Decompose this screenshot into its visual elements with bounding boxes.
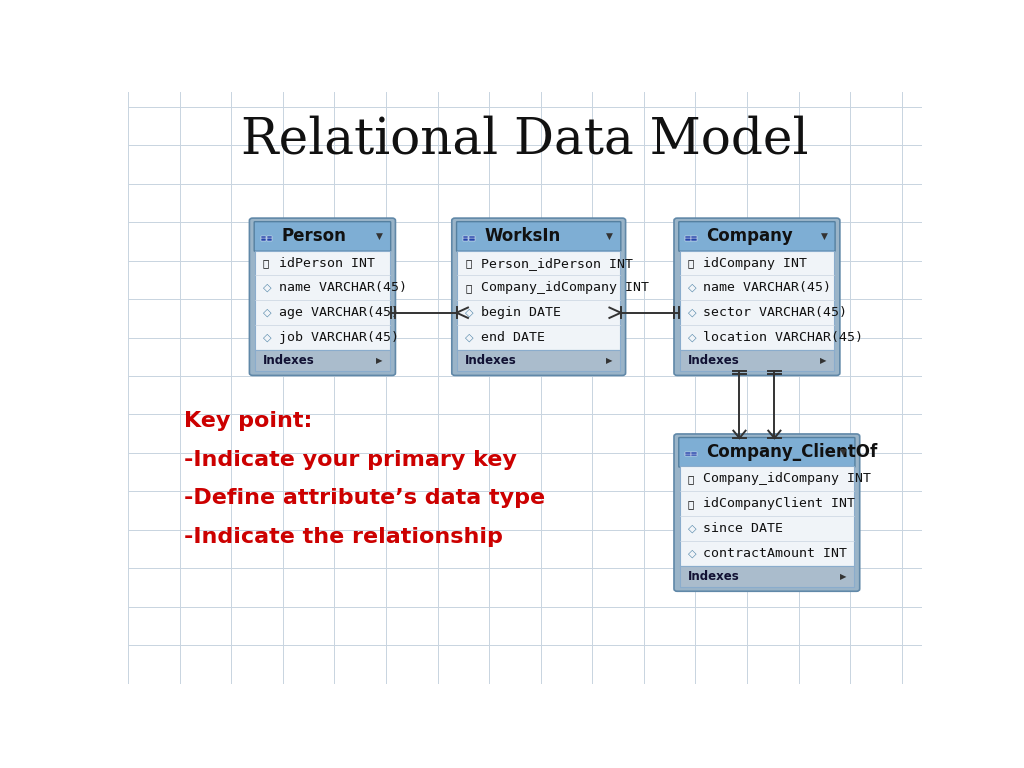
Bar (691, 238, 697, 240)
FancyBboxPatch shape (457, 222, 621, 251)
Text: ◇: ◇ (687, 524, 696, 534)
Text: ▶: ▶ (820, 356, 826, 365)
Text: ◇: ◇ (263, 283, 271, 293)
Text: job VARCHAR(45): job VARCHAR(45) (279, 331, 398, 344)
Bar (469, 238, 475, 240)
Text: WorksIn: WorksIn (484, 227, 560, 246)
Text: -Indicate the relationship: -Indicate the relationship (183, 527, 503, 547)
Text: ◇: ◇ (687, 548, 696, 558)
Text: Key point:: Key point: (183, 412, 312, 432)
FancyBboxPatch shape (255, 350, 390, 371)
Bar (267, 238, 272, 240)
Text: sector VARCHAR(45): sector VARCHAR(45) (703, 306, 848, 319)
FancyBboxPatch shape (680, 350, 835, 371)
FancyBboxPatch shape (250, 218, 395, 376)
Bar (691, 236, 697, 238)
Text: ◇: ◇ (687, 283, 696, 293)
Text: idPerson INT: idPerson INT (279, 257, 375, 270)
Bar (685, 238, 690, 240)
Text: ◇: ◇ (263, 308, 271, 318)
Text: Company_idCompany INT: Company_idCompany INT (703, 472, 871, 485)
FancyBboxPatch shape (674, 434, 860, 591)
Text: location VARCHAR(45): location VARCHAR(45) (703, 331, 863, 344)
Bar (463, 238, 468, 240)
Text: 🔑: 🔑 (465, 258, 471, 268)
FancyBboxPatch shape (254, 222, 391, 251)
Bar (685, 236, 690, 238)
Text: contractAmount INT: contractAmount INT (703, 547, 848, 560)
FancyBboxPatch shape (458, 250, 620, 350)
Bar (691, 454, 697, 456)
Text: ▼: ▼ (376, 232, 383, 241)
Bar (469, 236, 475, 238)
Text: 🔑: 🔑 (263, 258, 269, 268)
Text: ▼: ▼ (841, 448, 847, 457)
FancyBboxPatch shape (679, 222, 836, 251)
Text: name VARCHAR(45): name VARCHAR(45) (279, 281, 407, 294)
Text: -Define attribute’s data type: -Define attribute’s data type (183, 488, 545, 508)
Bar (260, 236, 266, 238)
FancyBboxPatch shape (674, 218, 840, 376)
Text: ▼: ▼ (820, 232, 827, 241)
Text: name VARCHAR(45): name VARCHAR(45) (703, 281, 831, 294)
Text: ◇: ◇ (465, 333, 474, 343)
Text: Indexes: Indexes (687, 570, 739, 583)
Text: Company: Company (707, 227, 794, 246)
Text: since DATE: since DATE (703, 522, 783, 535)
Text: ▶: ▶ (605, 356, 612, 365)
FancyBboxPatch shape (458, 350, 620, 371)
Text: Company_idCompany INT: Company_idCompany INT (481, 281, 649, 294)
Bar (463, 236, 468, 238)
Text: age VARCHAR(45): age VARCHAR(45) (279, 306, 398, 319)
Text: ◇: ◇ (263, 333, 271, 343)
Text: end DATE: end DATE (481, 331, 545, 344)
Text: idCompanyClient INT: idCompanyClient INT (703, 497, 855, 510)
Text: 🔑: 🔑 (687, 474, 693, 484)
FancyBboxPatch shape (452, 218, 626, 376)
Text: 🔑: 🔑 (465, 283, 471, 293)
Text: Person: Person (282, 227, 347, 246)
Bar (691, 452, 697, 454)
Text: ◇: ◇ (687, 308, 696, 318)
Bar (685, 454, 690, 456)
Text: ▶: ▶ (840, 572, 846, 581)
Text: Person_idPerson INT: Person_idPerson INT (481, 257, 633, 270)
Bar (685, 452, 690, 454)
FancyBboxPatch shape (680, 250, 835, 350)
Text: begin DATE: begin DATE (481, 306, 561, 319)
Text: ◇: ◇ (687, 333, 696, 343)
Text: ◇: ◇ (465, 308, 474, 318)
Text: Indexes: Indexes (465, 354, 517, 367)
Text: ▶: ▶ (376, 356, 382, 365)
Text: ▼: ▼ (606, 232, 613, 241)
Text: 🔑: 🔑 (687, 498, 693, 508)
FancyBboxPatch shape (679, 438, 855, 467)
Text: -Indicate your primary key: -Indicate your primary key (183, 450, 516, 470)
Text: 🔑: 🔑 (687, 258, 693, 268)
FancyBboxPatch shape (680, 466, 854, 566)
Text: Indexes: Indexes (687, 354, 739, 367)
Bar (260, 238, 266, 240)
Text: Indexes: Indexes (263, 354, 314, 367)
Text: Relational Data Model: Relational Data Model (241, 114, 809, 164)
Bar (267, 236, 272, 238)
FancyBboxPatch shape (680, 566, 854, 587)
FancyBboxPatch shape (255, 250, 390, 350)
Text: idCompany INT: idCompany INT (703, 257, 807, 270)
Text: Company_ClientOf: Company_ClientOf (707, 443, 878, 462)
